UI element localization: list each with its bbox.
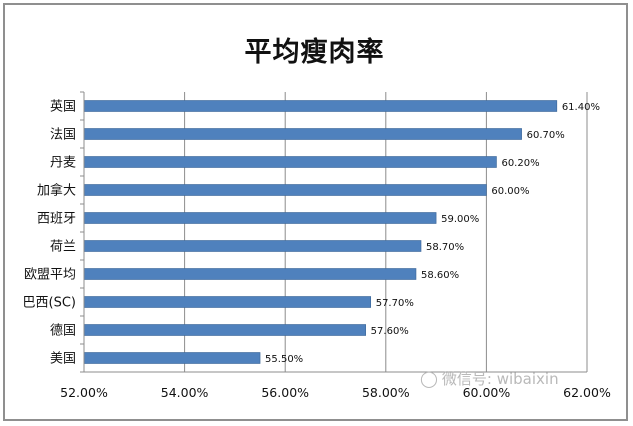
x-tick-label: 60.00% [463,385,511,400]
data-label: 59.00% [441,214,479,225]
watermark: ◯ 微信号: wibaixin [420,368,559,389]
bar [83,296,372,308]
x-tick-label: 56.00% [261,385,309,400]
bar [83,268,417,280]
category-label: 荷兰 [50,240,76,255]
bar [83,156,497,168]
bar [83,184,487,196]
watermark-text: 微信号: wibaixin [441,370,559,388]
category-label: 德国 [50,324,76,339]
bar [83,324,366,336]
category-label: 美国 [50,352,76,367]
data-label: 60.70% [527,130,565,141]
chart-frame [3,3,628,421]
bar [83,212,437,224]
bar [83,100,558,112]
chart-title: 平均瘦肉率 [244,37,385,68]
data-label: 57.60% [371,326,409,337]
x-tick-label: 58.00% [362,385,410,400]
category-label: 英国 [50,100,76,115]
category-label: 法国 [50,128,76,143]
category-label: 丹麦 [50,156,76,171]
bar [83,240,422,252]
data-label: 61.40% [562,102,600,113]
category-label: 巴西(SC) [23,296,76,311]
category-label: 西班牙 [37,212,76,227]
x-tick-label: 54.00% [161,385,209,400]
axes [80,91,587,373]
category-label: 欧盟平均 [24,268,76,283]
data-label: 58.70% [426,242,464,253]
x-tick-label: 52.00% [60,385,108,400]
data-label: 60.20% [501,158,539,169]
data-label: 58.60% [421,270,459,281]
category-label: 加拿大 [37,183,76,199]
bar [83,128,522,140]
bars [83,100,558,364]
bar [83,352,261,364]
data-label: 60.00% [491,186,529,197]
labels: 52.00% 54.00% 56.00% 58.00% 60.00% 62.00% 英国 61… [23,100,611,401]
x-tick-label: 62.00% [563,385,611,400]
data-label: 55.50% [265,354,303,365]
data-label: 57.70% [376,298,414,309]
wechat-icon: ◯ [420,369,438,388]
